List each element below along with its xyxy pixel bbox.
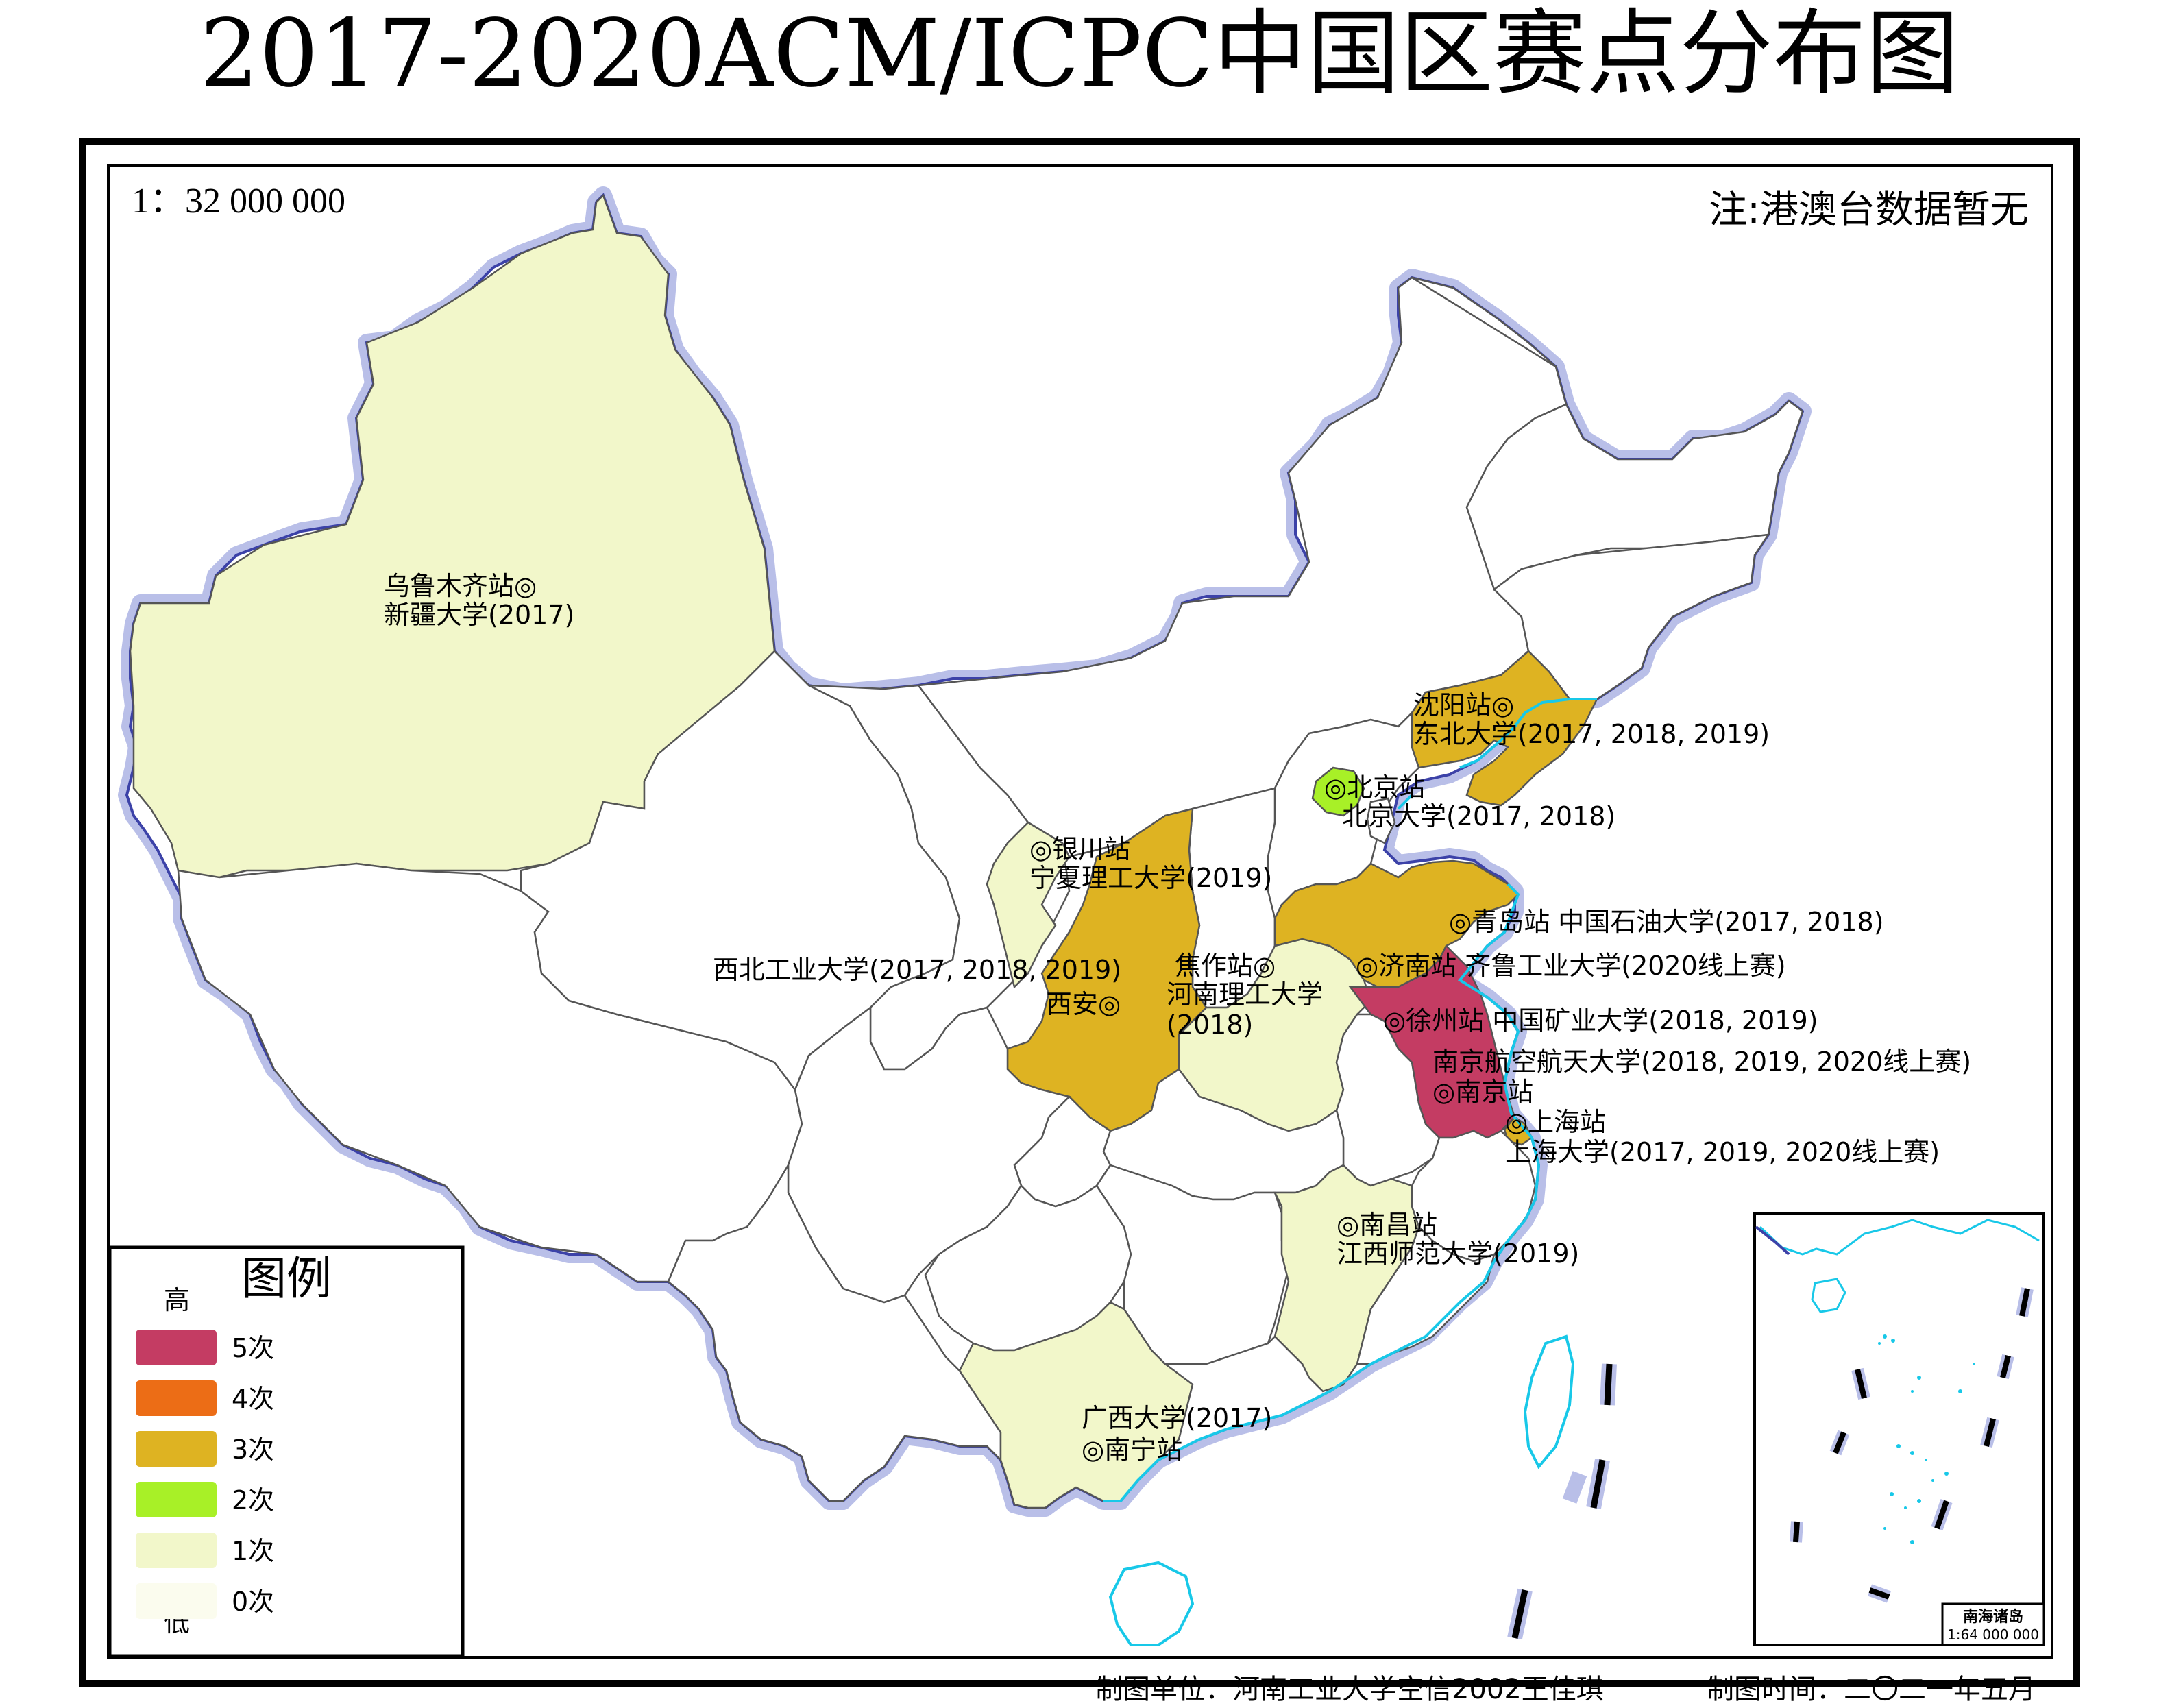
site-yinchuan-university: 宁夏理工大学(2019)	[1029, 863, 1272, 893]
site-shanghai-station: ◎上海站	[1505, 1107, 1606, 1137]
inner-frame	[107, 164, 2053, 1659]
coastline	[1103, 698, 1597, 1502]
inset-dashes	[1790, 1287, 2034, 1603]
site-labels: 乌鲁木齐站◎ 新疆大学(2017) 沈阳站◎ 东北大学(2017, 2018, …	[384, 571, 1971, 1465]
legend-label: 1次	[232, 1536, 274, 1566]
site-jiaozuo-year: (2018)	[1167, 1010, 1253, 1040]
legend-swatch	[136, 1380, 217, 1416]
site-xian-station: 西安◎	[1046, 989, 1121, 1019]
legend-label: 4次	[232, 1384, 274, 1414]
site-nanjing-university: 南京航空航天大学(2018, 2019, 2020线上赛)	[1432, 1047, 1971, 1077]
site-shenyang-university: 东北大学(2017, 2018, 2019)	[1413, 719, 1770, 749]
legend-swatch	[136, 1482, 217, 1517]
inset-islands	[1878, 1334, 1975, 1544]
site-shanghai-university: 上海大学(2017, 2019, 2020线上赛)	[1505, 1137, 1940, 1167]
province-ningxia	[986, 821, 1071, 989]
inset-border	[1755, 1225, 1790, 1256]
legend-swatch	[136, 1583, 217, 1619]
inset-box	[1753, 1212, 2045, 1646]
site-jiaozuo-station: 焦作站◎	[1175, 951, 1276, 981]
south-china-sea-inset: 南海诸岛 1:64 000 000	[1753, 1212, 2045, 1646]
legend-label: 3次	[232, 1435, 274, 1465]
inset-title: 南海诸岛	[1963, 1608, 2023, 1626]
province-shandong	[1273, 859, 1520, 988]
inset-scale: 1:64 000 000	[1947, 1626, 2039, 1643]
site-nanning-university: 广西大学(2017)	[1082, 1403, 1272, 1433]
site-urumqi-station: 乌鲁木齐站◎	[384, 571, 537, 601]
footer-time: 制图时间：二〇二一年五月	[1707, 1674, 2036, 1705]
legend-swatch	[136, 1330, 217, 1365]
province-shanghai	[1503, 1116, 1533, 1146]
legend-swatch	[136, 1533, 217, 1568]
taiwan	[1523, 1334, 1575, 1469]
site-jinan-station: ◎济南站 齐鲁工业大学(2020线上赛)	[1356, 951, 1786, 981]
sea-boundary-dashes	[1507, 1363, 1617, 1640]
china-map	[118, 186, 1812, 1646]
legend-label: 5次	[232, 1333, 274, 1363]
inset-label-box	[1941, 1602, 2045, 1646]
province-yunnan	[667, 1162, 1002, 1502]
legend-label: 2次	[232, 1485, 274, 1515]
site-yinchuan-station: ◎银川站	[1029, 834, 1130, 864]
site-qingdao-station: ◎青岛站 中国石油大学(2017, 2018)	[1449, 907, 1883, 937]
province-fujian	[1356, 1225, 1496, 1365]
province-tianjin	[1366, 797, 1396, 844]
site-xian-university: 西北工业大学(2017, 2018, 2019)	[713, 955, 1121, 985]
site-urumqi-university: 新疆大学(2017)	[384, 600, 574, 630]
site-xuzhou-station: ◎徐州站 中国矿业大学(2018, 2019)	[1383, 1005, 1818, 1036]
map-title: 2017-2020ACM/ICPC中国区赛点分布图	[200, 0, 1960, 108]
site-nanjing-station: ◎南京站	[1432, 1077, 1533, 1107]
site-beijing-station: ◎北京站	[1324, 772, 1425, 803]
legend-label: 0次	[232, 1587, 274, 1617]
province-guizhou	[924, 1184, 1132, 1352]
inset-hainan	[1811, 1278, 1846, 1313]
province-hainan	[1108, 1561, 1195, 1646]
legend-swatch	[136, 1431, 217, 1467]
data-note: 注:港澳台数据暂无	[1709, 188, 2029, 232]
scale-text: 1：32 000 000	[132, 182, 345, 221]
outer-frame	[79, 138, 2080, 1687]
legend-title: 图例	[241, 1252, 332, 1305]
site-jiaozuo-university: 河南理工大学	[1167, 979, 1323, 1010]
site-nanchang-station: ◎南昌站	[1337, 1210, 1437, 1240]
site-shenyang-station: 沈阳站◎	[1413, 690, 1514, 720]
site-nanchang-university: 江西师范大学(2019)	[1337, 1239, 1579, 1269]
legend-items: 5次 4次 3次 2次 1次 0次	[136, 1330, 274, 1619]
province-beijing	[1311, 766, 1365, 817]
site-nanning-station: ◎南宁站	[1082, 1435, 1182, 1465]
legend-high-label: 高	[164, 1285, 190, 1315]
footer-unit: 制图单位：河南工业大学空信2002王佳琪	[1095, 1674, 1604, 1705]
site-beijing-university: 北京大学(2017, 2018)	[1342, 801, 1615, 831]
inset-mainland-coast	[1759, 1219, 2040, 1256]
